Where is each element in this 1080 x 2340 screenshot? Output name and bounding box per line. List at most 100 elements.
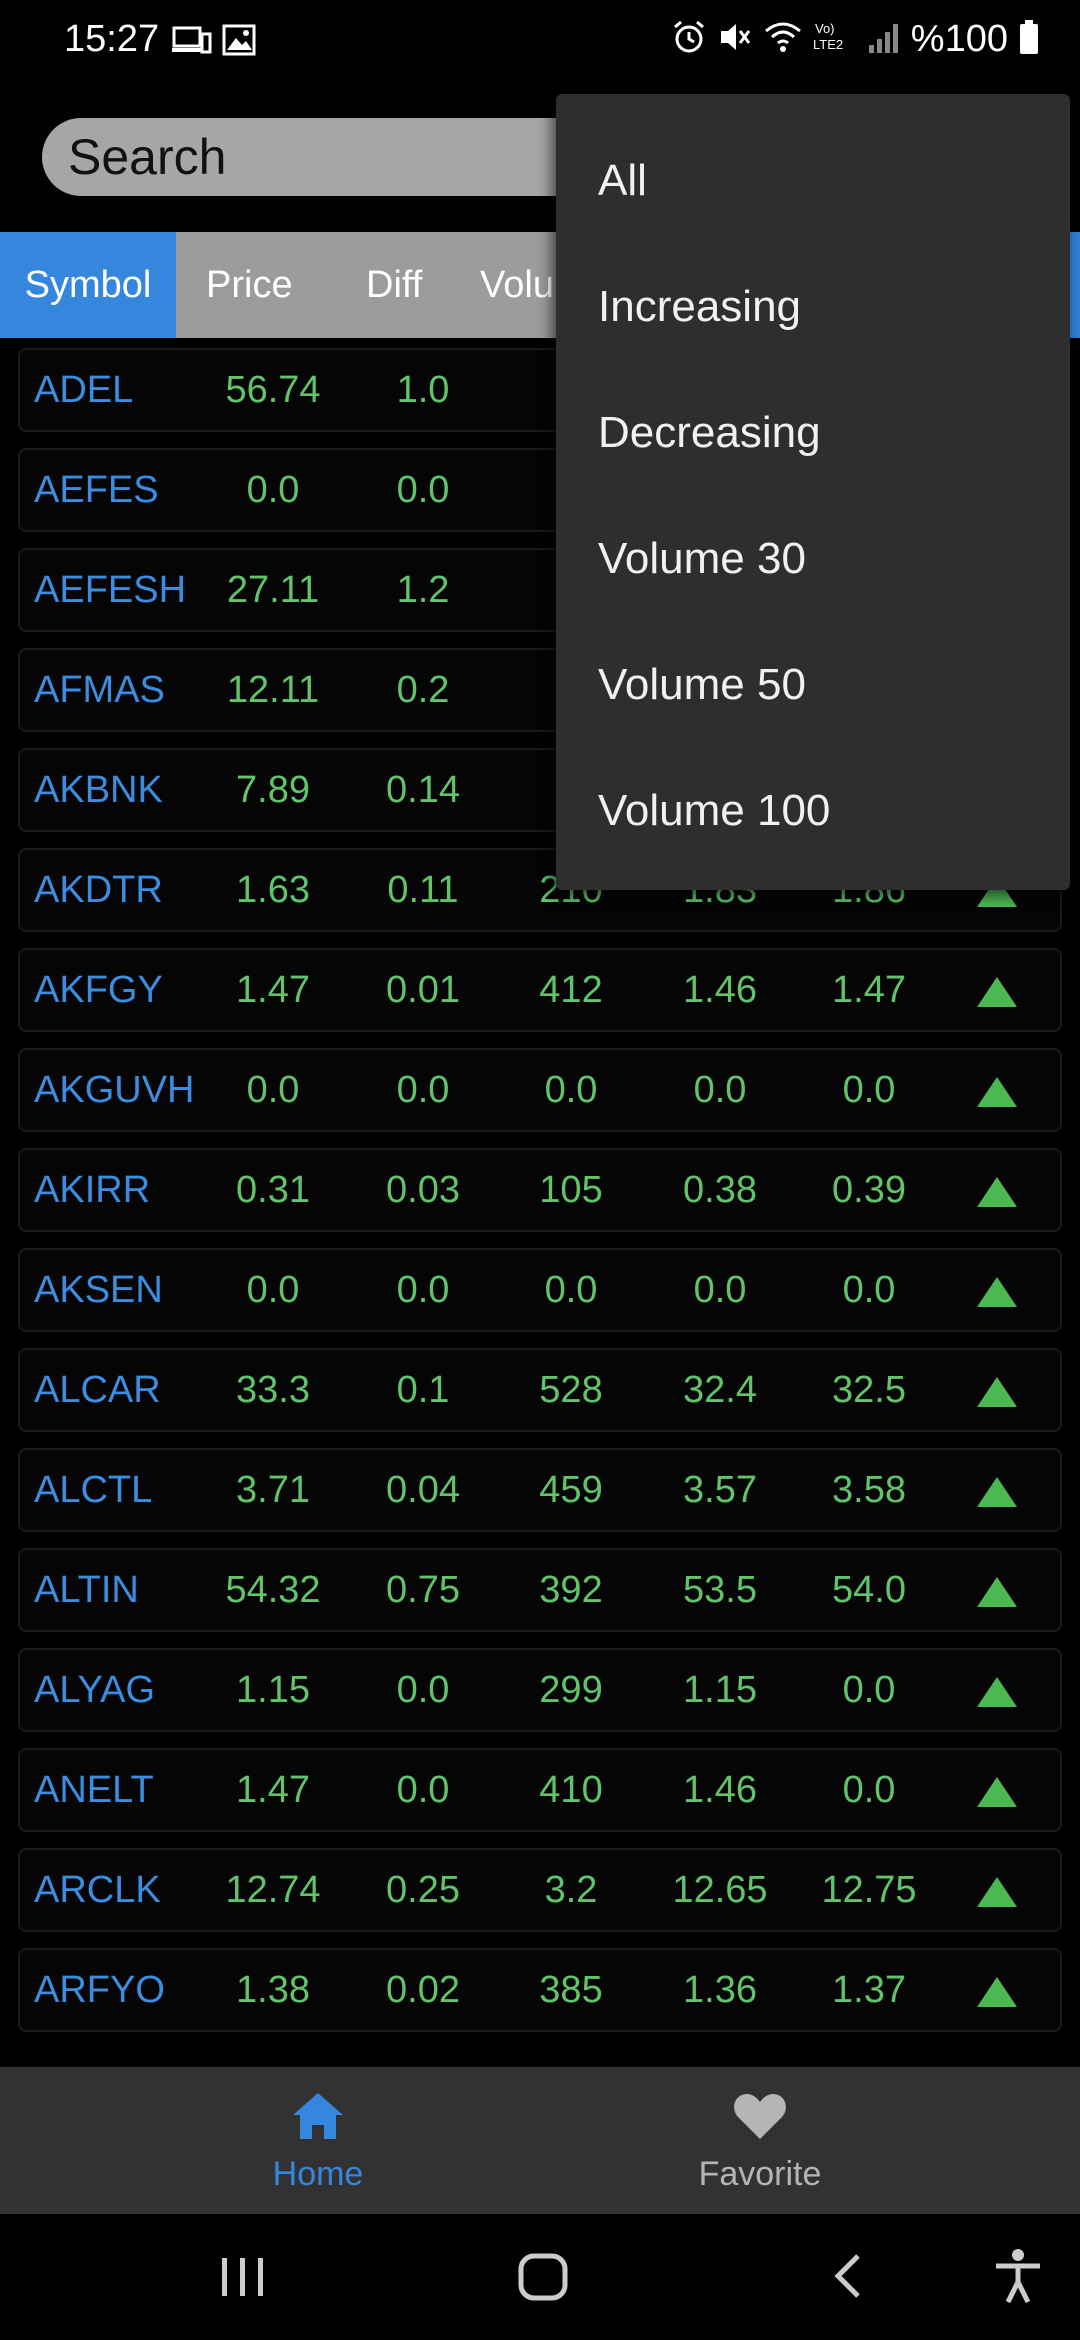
- row-diff: 0.2: [396, 669, 450, 711]
- row-diff: 0.04: [386, 1469, 460, 1511]
- stock-row[interactable]: AKIRR 0.31 0.03 105 0.38 0.39: [20, 1150, 1060, 1230]
- up-arrow-icon: [977, 1177, 1017, 1207]
- row-volume: 459: [539, 1469, 603, 1511]
- row-low: 3.57: [683, 1469, 757, 1511]
- row-price: 12.74: [225, 1869, 321, 1911]
- stock-row[interactable]: ALTIN 54.32 0.75 392 53.5 54.0: [20, 1550, 1060, 1630]
- column-price[interactable]: Price: [206, 264, 293, 306]
- row-high: 12.75: [821, 1869, 917, 1911]
- row-price: 1.38: [236, 1969, 310, 2011]
- row-high: 1.47: [832, 969, 906, 1011]
- row-price: 7.89: [236, 769, 310, 811]
- stock-row[interactable]: AKGUVH 0.0 0.0 0.0 0.0 0.0: [20, 1050, 1060, 1130]
- up-arrow-icon: [977, 1677, 1017, 1707]
- accessibility-icon[interactable]: [990, 2246, 1046, 2311]
- menu-item-volume-100[interactable]: Volume 100: [598, 786, 831, 835]
- status-time: 15:27: [64, 18, 160, 60]
- row-price: 0.0: [246, 469, 300, 511]
- row-low: 1.46: [683, 1769, 757, 1811]
- row-symbol: AKFGY: [34, 969, 163, 1011]
- row-symbol: ARFYO: [34, 1969, 165, 2011]
- row-price: 1.15: [236, 1669, 310, 1711]
- row-symbol: AKSEN: [34, 1269, 163, 1311]
- row-diff: 0.0: [396, 1769, 450, 1811]
- row-volume: 0.0: [544, 1069, 598, 1111]
- menu-item-decreasing[interactable]: Decreasing: [598, 408, 821, 457]
- row-volume: 410: [539, 1769, 603, 1811]
- up-arrow-icon: [977, 1377, 1017, 1407]
- status-bar: 15:27 Vo) LTE2 %100: [0, 0, 1080, 84]
- stock-row[interactable]: AKDTR 1.63 0.11 210 1.83 1.86: [20, 850, 1060, 930]
- row-diff: 0.25: [386, 1869, 460, 1911]
- row-low: 0.0: [693, 1069, 747, 1111]
- device-icon: [172, 24, 212, 61]
- stock-row[interactable]: ANELT 1.47 0.0 410 1.46 0.0: [20, 1750, 1060, 1830]
- row-price: 3.71: [236, 1469, 310, 1511]
- svg-text:LTE2: LTE2: [813, 37, 843, 52]
- row-price: 1.47: [236, 969, 310, 1011]
- row-low: 1.15: [683, 1669, 757, 1711]
- column-volume[interactable]: Volu: [480, 264, 554, 306]
- row-low: 53.5: [683, 1569, 757, 1611]
- nav-favorite[interactable]: Favorite: [630, 2067, 890, 2214]
- row-price: 56.74: [225, 369, 321, 411]
- stock-row[interactable]: ARCLK 12.74 0.25 3.2 12.65 12.75: [20, 1850, 1060, 1930]
- row-diff: 1.0: [396, 369, 450, 411]
- row-diff: 0.11: [387, 869, 459, 911]
- menu-item-increasing[interactable]: Increasing: [598, 282, 802, 331]
- menu-item-volume-30[interactable]: Volume 30: [598, 534, 806, 583]
- row-volume: 385: [539, 1969, 603, 2011]
- nav-favorite-label: Favorite: [698, 2155, 822, 2193]
- stock-row[interactable]: AKSEN 0.0 0.0 0.0 0.0 0.0: [20, 1250, 1060, 1330]
- row-price: 1.47: [236, 1769, 310, 1811]
- row-diff: 1.2: [396, 569, 450, 611]
- menu-item-all[interactable]: All: [598, 156, 647, 205]
- svg-text:Vo): Vo): [815, 21, 835, 36]
- stock-list[interactable]: ADEL56.741.02AEFES0.00.00AEFESH27.111.22…: [0, 342, 1080, 2067]
- battery-icon: [1018, 19, 1040, 60]
- stock-row[interactable]: ALCTL 3.71 0.04 459 3.57 3.58: [20, 1450, 1060, 1530]
- row-low: 1.36: [683, 1969, 757, 2011]
- row-high: 0.0: [842, 1269, 896, 1311]
- row-diff: 0.02: [386, 1969, 460, 2011]
- row-high: 1.37: [832, 1969, 906, 2011]
- status-left-icons: [172, 24, 256, 61]
- menu-item-volume-50[interactable]: Volume 50: [598, 660, 806, 709]
- row-symbol: AEFESH: [34, 569, 187, 611]
- up-arrow-icon: [977, 1077, 1017, 1107]
- row-high: 0.0: [842, 1669, 896, 1711]
- row-price: 0.0: [246, 1069, 300, 1111]
- column-symbol[interactable]: Symbol: [0, 232, 176, 338]
- row-volume: 392: [539, 1569, 603, 1611]
- stock-row[interactable]: ALYAG 1.15 0.0 299 1.15 0.0: [20, 1650, 1060, 1730]
- home-icon: [290, 2091, 346, 2148]
- back-icon[interactable]: [826, 2246, 870, 2311]
- row-volume: 0.0: [544, 1269, 598, 1311]
- nav-home[interactable]: Home: [188, 2067, 448, 2214]
- row-high: 54.0: [832, 1569, 906, 1611]
- row-price: 0.31: [236, 1169, 310, 1211]
- row-symbol: ANELT: [34, 1769, 154, 1811]
- row-volume: 3.2: [544, 1869, 598, 1911]
- row-diff: 0.75: [386, 1569, 460, 1611]
- stock-row[interactable]: AKFGY 1.47 0.01 412 1.46 1.47: [20, 950, 1060, 1030]
- mute-icon: [717, 19, 753, 60]
- column-diff[interactable]: Diff: [366, 264, 423, 306]
- stock-row[interactable]: ALCAR 33.3 0.1 528 32.4 32.5: [20, 1350, 1060, 1430]
- row-symbol: AEFES: [34, 469, 159, 511]
- row-high: 3.58: [832, 1469, 906, 1511]
- row-high: 0.0: [842, 1769, 896, 1811]
- row-diff: 0.0: [396, 469, 450, 511]
- row-diff: 0.0: [396, 1269, 450, 1311]
- row-symbol: ADEL: [34, 369, 134, 411]
- home-button-icon[interactable]: [514, 2246, 574, 2311]
- recent-apps-icon[interactable]: [218, 2246, 268, 2311]
- up-arrow-icon: [977, 1477, 1017, 1507]
- row-diff: 0.0: [396, 1669, 450, 1711]
- filter-menu: All Increasing Decreasing Volume 30 Volume 5…: [556, 94, 1070, 890]
- stock-row[interactable]: ARFYO 1.38 0.02 385 1.36 1.37: [20, 1950, 1060, 2030]
- bottom-nav: Home Favorite: [0, 2067, 1080, 2214]
- row-price: 0.0: [246, 1269, 300, 1311]
- wifi-icon: [763, 19, 803, 60]
- row-volume: 528: [539, 1369, 603, 1411]
